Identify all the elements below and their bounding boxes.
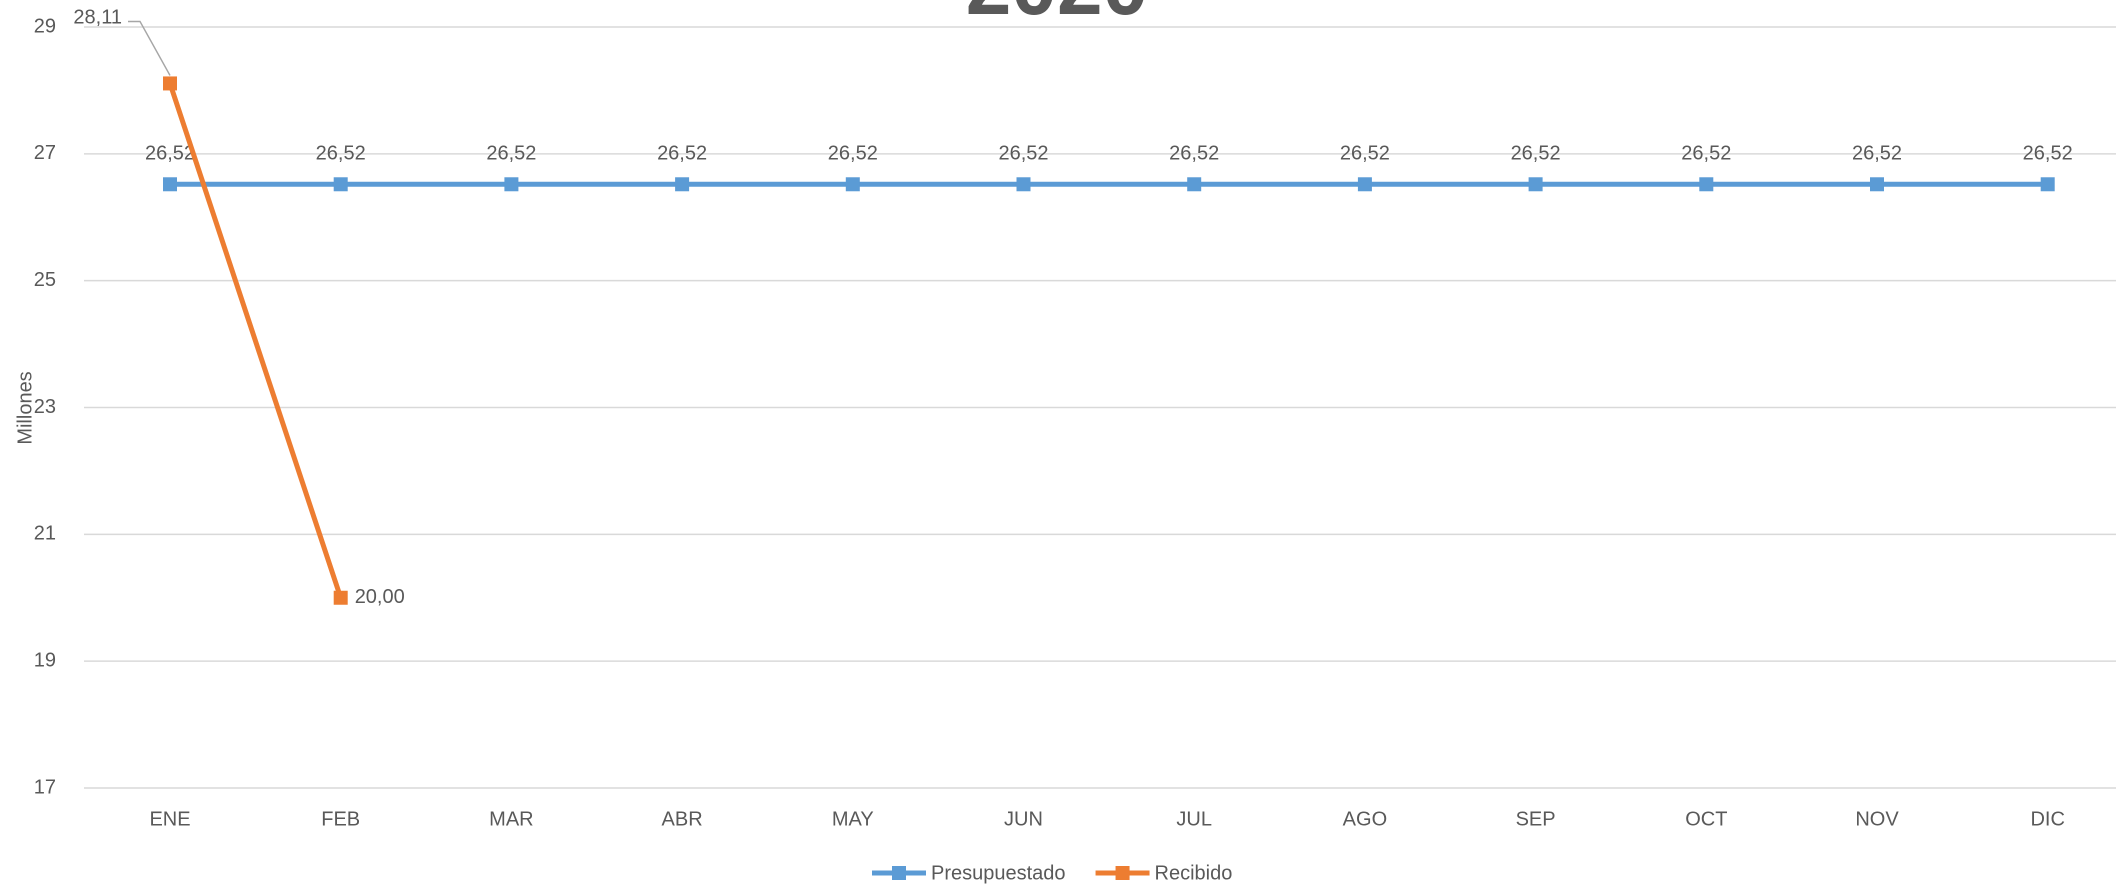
data-label: 28,11 — [73, 7, 122, 29]
data-label: 26,52 — [145, 143, 195, 165]
x-tick-label: ABR — [662, 808, 703, 830]
leader-line — [128, 20, 171, 76]
marker — [333, 177, 348, 192]
marker — [2040, 177, 2055, 192]
data-label: 26,52 — [1681, 143, 1731, 165]
marker — [845, 177, 860, 192]
data-label: 26,52 — [657, 143, 707, 165]
y-tick-label: 21 — [34, 523, 56, 545]
x-tick-label: JUN — [1004, 808, 1043, 830]
x-tick-label: OCT — [1685, 808, 1727, 830]
marker — [1357, 177, 1372, 192]
x-tick-label: MAY — [832, 808, 874, 830]
data-label: 26,52 — [316, 143, 366, 165]
marker — [163, 76, 177, 91]
marker — [163, 177, 177, 192]
data-label: 20,00 — [355, 586, 405, 608]
legend-label: Recibido — [1155, 862, 1233, 884]
data-label: 26,52 — [1511, 143, 1561, 165]
marker — [1016, 177, 1031, 192]
data-label: 26,52 — [1852, 143, 1902, 165]
data-label: 26,52 — [2023, 143, 2073, 165]
y-axis-label: Millones — [14, 371, 36, 444]
y-tick-label: 19 — [34, 649, 56, 671]
x-tick-label: FEB — [321, 808, 360, 830]
series-line — [167, 82, 344, 599]
y-tick-label: 17 — [34, 776, 56, 798]
y-tick-label: 25 — [34, 269, 56, 291]
legend-marker — [892, 866, 906, 880]
legend-label: Presupuestado — [931, 862, 1066, 884]
data-label: 26,52 — [486, 143, 536, 165]
x-tick-label: DIC — [2030, 808, 2064, 830]
y-tick-label: 29 — [34, 15, 56, 37]
marker — [1870, 177, 1884, 192]
marker — [333, 590, 348, 605]
x-tick-label: NOV — [1855, 808, 1899, 830]
y-tick-label: 27 — [34, 142, 56, 164]
data-label: 26,52 — [1169, 143, 1219, 165]
data-label: 26,52 — [998, 143, 1048, 165]
marker — [1187, 177, 1202, 192]
marker — [504, 177, 519, 192]
data-label: 26,52 — [1340, 143, 1390, 165]
x-tick-label: SEP — [1516, 808, 1556, 830]
data-label: 26,52 — [828, 143, 878, 165]
marker — [1528, 177, 1543, 192]
marker — [675, 177, 690, 192]
x-tick-label: AGO — [1343, 808, 1387, 830]
marker — [1699, 177, 1714, 192]
x-tick-label: ENE — [149, 808, 190, 830]
legend-marker — [1115, 866, 1130, 880]
x-tick-label: JUL — [1176, 808, 1212, 830]
y-tick-label: 23 — [34, 396, 56, 418]
x-tick-label: MAR — [489, 808, 533, 830]
